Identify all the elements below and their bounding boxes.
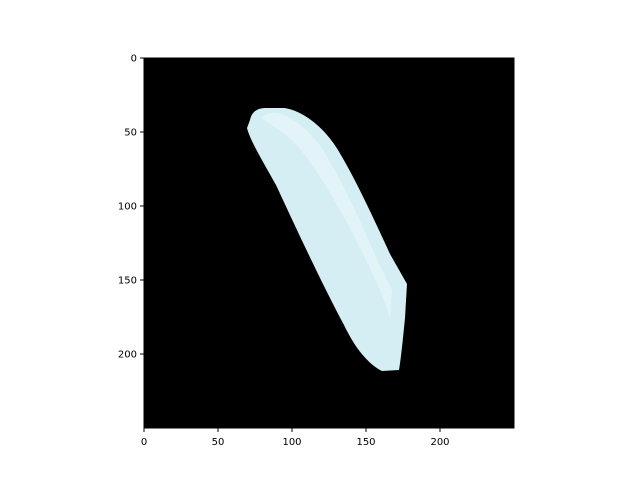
x-tick-label: 50	[212, 437, 225, 448]
y-tick-label: 0	[131, 54, 137, 65]
x-tick-label: 150	[356, 437, 375, 448]
y-axis: 0 50 100 150 200	[118, 54, 144, 361]
image-panel	[144, 58, 514, 428]
axes-frame	[143, 57, 515, 429]
x-tick-label: 100	[282, 437, 301, 448]
x-tick-label: 0	[141, 437, 147, 448]
y-tick-label: 200	[118, 350, 137, 361]
y-tick-label: 100	[118, 202, 137, 213]
y-tick-label: 50	[124, 128, 137, 139]
x-axis: 0 50 100 150 200	[141, 428, 450, 448]
x-tick-label: 200	[430, 437, 449, 448]
y-tick-label: 150	[118, 276, 137, 287]
rice-grain	[247, 108, 407, 371]
